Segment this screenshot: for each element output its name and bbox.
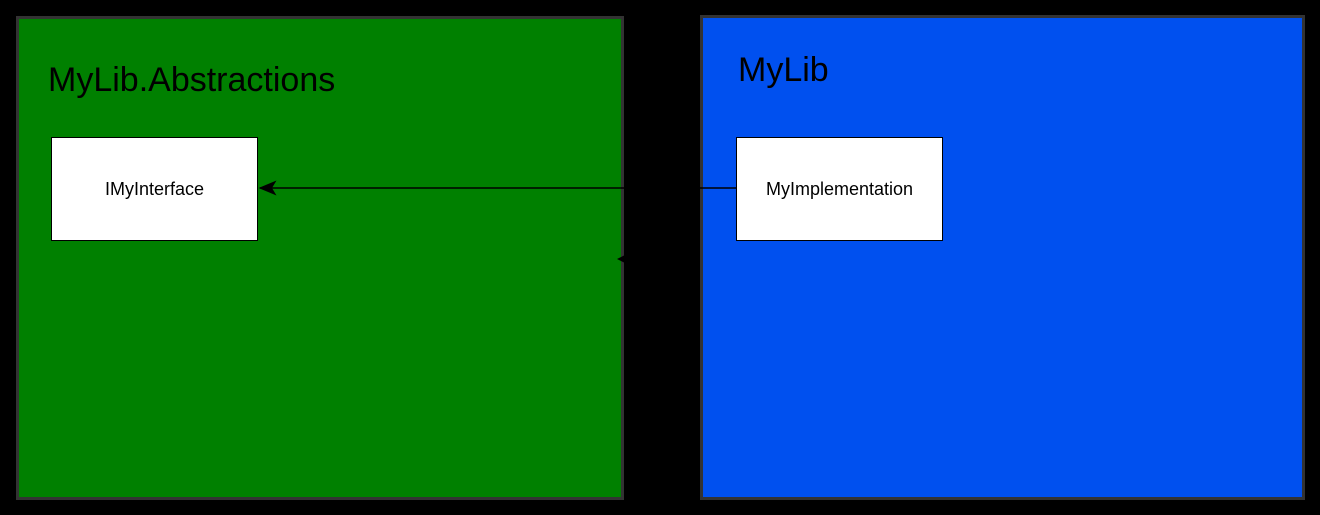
class-label-imyinterface: IMyInterface xyxy=(104,178,205,199)
class-label-myimplementation: MyImplementation xyxy=(765,178,914,199)
package-title-mylib: MyLib xyxy=(738,51,829,89)
class-box-imyinterface[interactable]: IMyInterface xyxy=(51,137,258,241)
package-title-mylib-abstractions: MyLib.Abstractions xyxy=(48,61,336,99)
package-mylib-abstractions[interactable]: MyLib.Abstractions xyxy=(16,16,624,500)
class-box-myimplementation[interactable]: MyImplementation xyxy=(736,137,943,241)
package-mylib[interactable]: MyLib xyxy=(700,15,1305,500)
